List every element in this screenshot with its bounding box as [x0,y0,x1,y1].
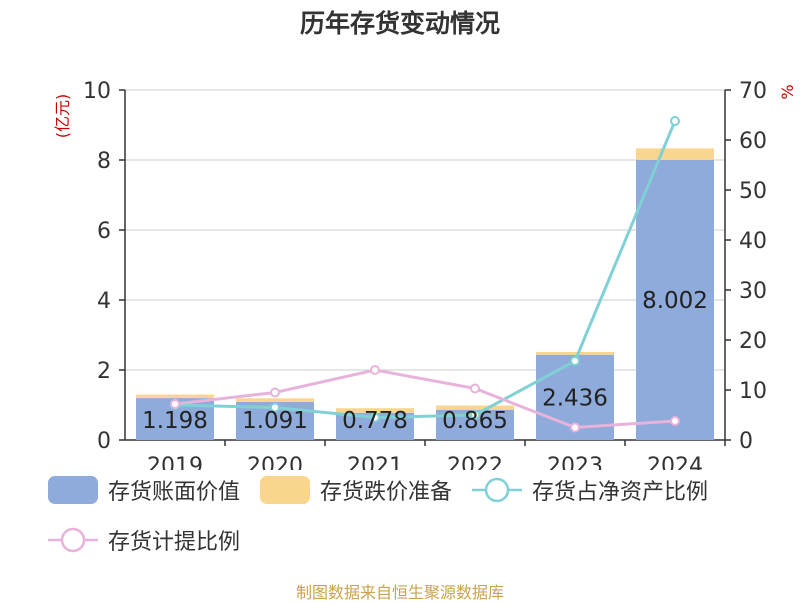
point-provision-ratio [570,422,580,433]
inventory-chart: 0 2 4 6 8 10 0 10 20 30 40 50 60 70 (亿元)% 2019 2020 2021 2… [53,79,797,470]
x-tick-label: 2020 [247,454,303,470]
data-label-book-value: 1.091 [242,408,308,434]
data-label-book-value: 2.436 [542,385,608,411]
left-tick-label: 8 [97,149,111,174]
left-tick-label: 2 [97,359,111,384]
legend-swatch-provision-ratio [48,527,98,553]
point-net-asset-ratio [370,412,380,423]
bar-impairment [436,405,514,410]
left-axis-label: (亿元) [53,94,72,139]
legend-item-net-asset-ratio[interactable]: 存货占净资产比例 [472,474,708,506]
point-net-asset-ratio [670,116,680,126]
legend-swatch-book-value [48,476,98,504]
point-net-asset-ratio [470,410,480,420]
left-tick-label: 0 [97,429,111,454]
right-tick-label: 50 [739,179,767,204]
right-tick-label: 70 [739,79,767,104]
chart-legend: 存货账面价值 存货跌价准备 存货占净资产比例 存货计提比例 [48,470,788,570]
x-tick-label: 2024 [647,454,703,470]
legend-swatch-net-asset-ratio [472,477,523,503]
legend-row: 存货计提比例 [48,520,788,560]
x-tick-label: 2021 [347,454,403,470]
point-provision-ratio [170,399,180,409]
right-tick-label: 60 [739,129,767,154]
legend-label: 存货账面价值 [108,480,241,505]
right-tick-label: 20 [739,329,767,354]
bar-impairment [136,394,214,399]
point-provision-ratio [370,365,380,375]
legend-label: 存货计提比例 [108,530,241,555]
point-provision-ratio [270,387,280,398]
point-net-asset-ratio [570,356,580,366]
line-net-asset-ratio [174,120,677,420]
data-label-book-value: 0.778 [342,408,408,434]
right-axis-label: % [778,84,797,99]
bar-impairment [336,408,414,413]
legend-row: 存货账面价值 存货跌价准备 存货占净资产比例 [48,470,788,510]
data-source-note: 制图数据来自恒生聚源数据库 [295,583,504,602]
bar-impairment [636,148,714,160]
legend-swatch-impairment [260,476,311,504]
chart-title: 历年存货变动情况 [299,9,500,38]
legend-item-provision-ratio[interactable]: 存货计提比例 [48,524,240,556]
right-tick-label: 40 [739,229,767,254]
bar-impairment [236,398,314,402]
legend-label: 存货跌价准备 [320,480,453,505]
left-tick-label: 10 [83,79,111,104]
left-tick-label: 4 [97,289,111,314]
x-tick-label: 2023 [547,454,603,470]
x-tick-label: 2022 [447,454,503,470]
bar-impairment [536,351,614,355]
data-label-book-value: 0.865 [442,408,508,434]
right-tick-label: 10 [739,379,767,404]
right-tick-label: 0 [739,429,753,454]
legend-item-impairment[interactable]: 存货跌价准备 [260,474,452,506]
line-provision-ratio [174,368,676,430]
left-tick-label: 6 [97,219,111,244]
point-net-asset-ratio [270,402,280,413]
point-provision-ratio [670,416,680,426]
data-label-book-value: 1.198 [142,408,208,434]
data-label-book-value: 8.002 [642,288,708,314]
x-tick-label: 2019 [147,454,203,470]
legend-label: 存货占净资产比例 [532,480,709,505]
point-provision-ratio [470,383,480,394]
legend-item-book-value[interactable]: 存货账面价值 [48,474,240,506]
bar-book-value [636,159,714,440]
right-tick-label: 30 [739,279,767,304]
